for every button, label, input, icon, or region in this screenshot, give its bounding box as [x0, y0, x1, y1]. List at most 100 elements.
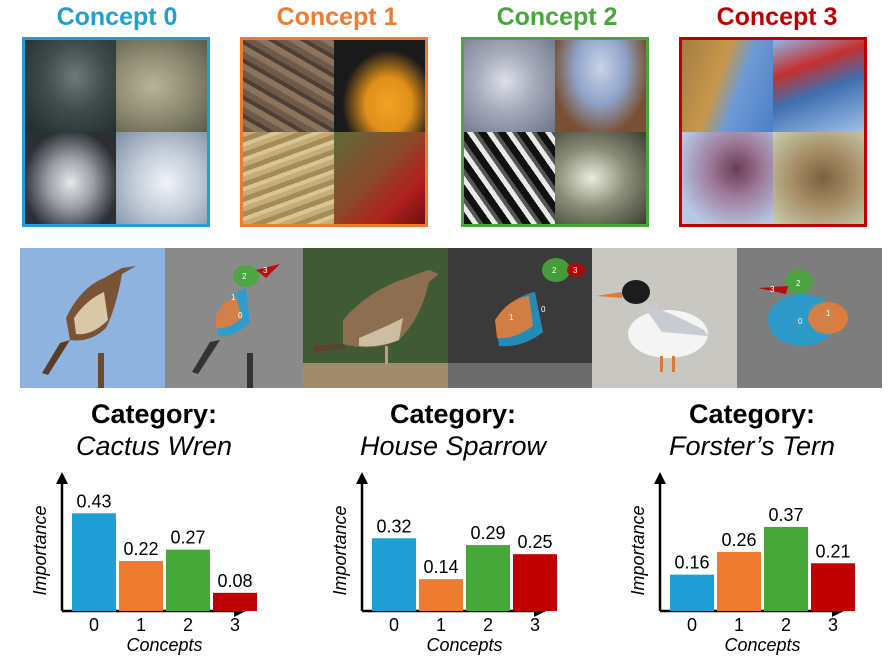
part-label: 3	[573, 266, 578, 275]
concept-0-patch-grid	[22, 37, 210, 227]
concept-patch	[464, 132, 555, 224]
y-axis-arrow	[56, 472, 68, 484]
category-name: Forster’s Tern	[668, 431, 836, 461]
concept-1-title: Concept 1	[276, 3, 398, 31]
category-name: Cactus Wren	[75, 431, 233, 461]
x-tick-label: 0	[89, 615, 99, 635]
concept-0-title: Concept 0	[56, 3, 178, 31]
x-tick-label: 1	[136, 615, 146, 635]
bar	[372, 538, 416, 611]
part-label: 0	[238, 311, 243, 320]
bar-value-label: 0.32	[376, 516, 411, 536]
x-axis-label: Concepts	[724, 635, 800, 655]
concept-patch	[555, 40, 646, 132]
importance-chart-1: Importance Concepts 0.32 0 0.14 1 0.29 2 0.25 3	[320, 468, 560, 658]
concept-patch	[116, 132, 207, 224]
part-label: 1	[509, 313, 514, 322]
bird-panel-cactus-wren: 1 0 2 3	[20, 248, 310, 388]
concept-2-title: Concept 2	[496, 3, 618, 31]
x-tick-label: 3	[230, 615, 240, 635]
bar	[213, 592, 257, 611]
bar-value-label: 0.16	[674, 553, 709, 573]
part-label: 3	[263, 266, 268, 275]
category-name: House Sparrow	[359, 431, 547, 461]
part-label: 0	[798, 317, 803, 326]
bar-value-label: 0.43	[76, 491, 111, 511]
concept-2-patch-grid	[461, 37, 649, 227]
concept-patch	[334, 40, 425, 132]
concept-patch	[682, 40, 773, 132]
bar-value-label: 0.26	[721, 530, 756, 550]
y-axis-arrow	[356, 472, 368, 484]
bird-panel-forsters-tern: 0 1 2 3	[592, 248, 882, 388]
category-label: Category:	[389, 399, 517, 429]
bar	[119, 561, 163, 611]
bird-panel-house-sparrow: 0 1 2 3	[303, 248, 593, 388]
concept-patch	[25, 40, 116, 132]
concept-patch	[555, 132, 646, 224]
concept-patch	[773, 40, 864, 132]
importance-chart-2: Importance Concepts 0.16 0 0.26 1 0.37 2 0.21 3	[618, 468, 858, 658]
x-tick-label: 1	[734, 615, 744, 635]
bar	[466, 545, 510, 611]
x-tick-label: 0	[389, 615, 399, 635]
category-title-2: Category: Forster’s Tern	[612, 398, 892, 462]
category-label: Category:	[688, 399, 816, 429]
bar	[72, 513, 116, 611]
x-tick-label: 2	[781, 615, 791, 635]
x-axis-label: Concepts	[426, 635, 502, 655]
bird-photo	[42, 266, 136, 388]
part-label: 1	[231, 293, 236, 302]
x-tick-label: 3	[828, 615, 838, 635]
concept-3-patch-grid	[679, 37, 867, 227]
concept-patch	[243, 132, 334, 224]
bird-segmentation: 0 1 2 3	[758, 270, 848, 346]
chart-svg: Importance Concepts 0.16 0 0.26 1 0.37 2 0.21 3	[628, 472, 855, 655]
x-axis-label: Concepts	[126, 635, 202, 655]
bar-value-label: 0.22	[123, 539, 158, 559]
x-tick-label: 3	[530, 615, 540, 635]
y-axis-label: Importance	[330, 505, 350, 595]
concept-patch	[116, 40, 207, 132]
concept-patch	[773, 132, 864, 224]
concept-patch	[682, 132, 773, 224]
importance-chart-0: Importance Concepts 0.43 0 0.22 1 0.27 2 0.08 3	[20, 468, 260, 658]
bar	[670, 574, 714, 611]
x-tick-label: 2	[183, 615, 193, 635]
concept-3-title: Concept 3	[716, 3, 838, 31]
chart-svg: Importance Concepts 0.32 0 0.14 1 0.29 2 0.25 3	[330, 472, 557, 655]
part-label: 3	[770, 285, 775, 294]
bar	[811, 563, 855, 611]
bar-value-label: 0.27	[170, 528, 205, 548]
concept-patch	[25, 132, 116, 224]
bar-value-label: 0.29	[470, 523, 505, 543]
bar-value-label: 0.25	[517, 532, 552, 552]
x-tick-label: 2	[483, 615, 493, 635]
concept-1-patch-grid	[240, 37, 428, 227]
y-axis-arrow	[654, 472, 666, 484]
y-axis-label: Importance	[30, 505, 50, 595]
bird-segmentation: 0 1 2 3	[495, 258, 585, 347]
bar	[419, 579, 463, 611]
bird-segmentation: 1 0 2 3	[192, 264, 280, 388]
part-label: 0	[541, 305, 546, 314]
y-axis-label: Importance	[628, 505, 648, 595]
part-label: 2	[796, 279, 801, 288]
x-tick-label: 0	[687, 615, 697, 635]
bar	[717, 551, 761, 611]
bar-value-label: 0.21	[815, 541, 850, 561]
bar	[513, 554, 557, 611]
bird-photo	[596, 280, 708, 372]
category-title-0: Category: Cactus Wren	[14, 398, 294, 462]
concept-patch	[334, 132, 425, 224]
category-label: Category:	[90, 399, 218, 429]
bar-value-label: 0.08	[217, 571, 252, 591]
bird-photo	[313, 270, 439, 364]
concept-patch	[464, 40, 555, 132]
part-label: 1	[826, 309, 831, 318]
part-label: 2	[242, 272, 247, 281]
category-title-1: Category: House Sparrow	[313, 398, 593, 462]
bar-value-label: 0.14	[423, 557, 458, 577]
x-tick-label: 1	[436, 615, 446, 635]
chart-svg: Importance Concepts 0.43 0 0.22 1 0.27 2 0.08 3	[30, 472, 257, 655]
